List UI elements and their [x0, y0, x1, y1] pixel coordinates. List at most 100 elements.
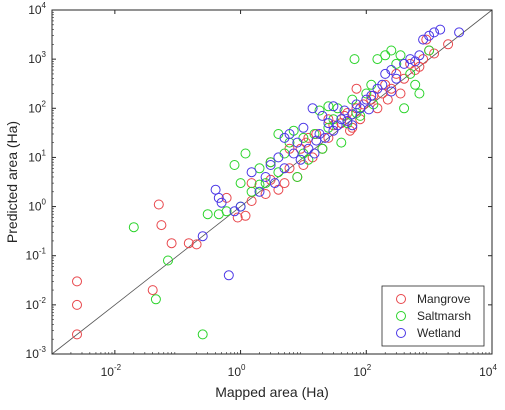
- point-mangrove: [339, 110, 350, 121]
- legend-marker-saltmarsh: [396, 311, 406, 321]
- point-saltmarsh: [380, 50, 391, 61]
- x-tick-label: 104: [479, 363, 497, 379]
- point-wetland: [386, 86, 397, 97]
- point-saltmarsh: [395, 50, 406, 61]
- point-wetland: [377, 79, 388, 90]
- point-wetland: [414, 50, 425, 61]
- point-wetland: [317, 110, 328, 121]
- point-mangrove: [399, 73, 410, 84]
- point-saltmarsh: [323, 101, 334, 112]
- point-wetland: [429, 27, 440, 38]
- x-axis-label: Mapped area (Ha): [215, 384, 329, 400]
- point-wetland: [288, 148, 299, 159]
- y-tick-label: 103: [28, 50, 46, 66]
- point-mangrove: [279, 178, 290, 189]
- y-tick-label: 10-3: [26, 345, 47, 361]
- point-saltmarsh: [405, 68, 416, 79]
- x-axis-ticks: 10-2 100 102 104: [70, 10, 497, 379]
- point-saltmarsh: [303, 154, 314, 165]
- point-wetland: [454, 27, 465, 38]
- point-saltmarsh: [265, 157, 276, 168]
- legend-marker-wetland: [396, 328, 406, 338]
- point-mangrove: [166, 238, 177, 249]
- point-wetland: [351, 99, 362, 110]
- legend-label-mangrove: Mangrove: [417, 292, 471, 306]
- point-wetland: [424, 30, 435, 41]
- point-saltmarsh: [391, 58, 402, 69]
- point-wetland: [216, 197, 227, 208]
- x-tick-label: 100: [228, 363, 246, 379]
- point-saltmarsh: [254, 179, 265, 190]
- point-mangrove: [429, 48, 440, 59]
- point-wetland: [399, 58, 410, 69]
- y-tick-label: 101: [28, 148, 46, 164]
- point-wetland: [320, 132, 330, 143]
- point-saltmarsh: [386, 45, 397, 56]
- point-wetland: [254, 186, 265, 197]
- point-mangrove: [156, 220, 167, 231]
- point-wetland: [386, 65, 397, 75]
- point-saltmarsh: [240, 148, 251, 159]
- legend-marker-mangrove: [396, 294, 406, 304]
- point-saltmarsh: [361, 88, 372, 99]
- point-wetland: [309, 148, 320, 159]
- point-mangrove: [191, 239, 202, 250]
- point-saltmarsh: [399, 103, 410, 114]
- point-mangrove: [382, 94, 393, 105]
- point-wetland: [332, 120, 343, 131]
- point-mangrove: [183, 238, 194, 249]
- point-saltmarsh: [414, 88, 425, 99]
- point-wetland: [366, 90, 377, 101]
- legend-label-saltmarsh: Saltmarsh: [417, 309, 471, 323]
- point-saltmarsh: [323, 122, 334, 133]
- point-mangrove: [405, 58, 416, 69]
- point-saltmarsh: [317, 143, 328, 154]
- y-tick-label: 104: [28, 1, 46, 17]
- point-mangrove: [273, 184, 284, 195]
- point-mangrove: [386, 83, 397, 94]
- point-wetland: [213, 192, 224, 203]
- point-saltmarsh: [372, 54, 383, 65]
- point-mangrove: [153, 199, 164, 210]
- y-tick-label: 10-1: [26, 247, 47, 263]
- point-wetland: [336, 114, 347, 125]
- y-axis-label: Predicted area (Ha): [4, 121, 20, 243]
- point-saltmarsh: [349, 54, 360, 65]
- point-mangrove: [355, 114, 366, 125]
- point-wetland: [347, 120, 358, 131]
- point-saltmarsh: [229, 160, 240, 170]
- point-wetland: [273, 152, 284, 163]
- point-wetland: [269, 178, 280, 189]
- point-wetland: [307, 103, 318, 114]
- point-mangrove: [240, 210, 251, 221]
- point-mangrove: [72, 329, 82, 340]
- point-mangrove: [391, 68, 402, 79]
- point-saltmarsh: [254, 163, 265, 174]
- point-wetland: [279, 163, 290, 174]
- point-mangrove: [232, 212, 243, 223]
- y-axis-ticks: 10-3 10-2 10-1 100 101 102 103 104: [26, 1, 492, 361]
- legend-label-wetland: Wetland: [417, 326, 461, 340]
- point-saltmarsh: [246, 186, 257, 197]
- point-mangrove: [72, 276, 82, 287]
- point-wetland: [298, 122, 309, 133]
- point-saltmarsh: [202, 209, 213, 220]
- point-saltmarsh: [150, 294, 161, 305]
- point-saltmarsh: [410, 79, 421, 90]
- point-saltmarsh: [235, 178, 246, 189]
- point-wetland: [347, 109, 358, 120]
- point-wetland: [279, 132, 290, 143]
- point-saltmarsh: [128, 222, 139, 233]
- point-wetland: [284, 129, 295, 139]
- point-saltmarsh: [314, 105, 325, 116]
- point-saltmarsh: [355, 110, 366, 121]
- point-wetland: [328, 101, 339, 112]
- point-wetland: [295, 154, 306, 165]
- point-mangrove: [443, 39, 454, 50]
- point-wetland: [339, 105, 350, 116]
- point-wetland: [292, 137, 303, 148]
- point-saltmarsh: [336, 137, 347, 148]
- x-tick-label: 10-2: [101, 363, 122, 379]
- point-saltmarsh: [197, 329, 208, 340]
